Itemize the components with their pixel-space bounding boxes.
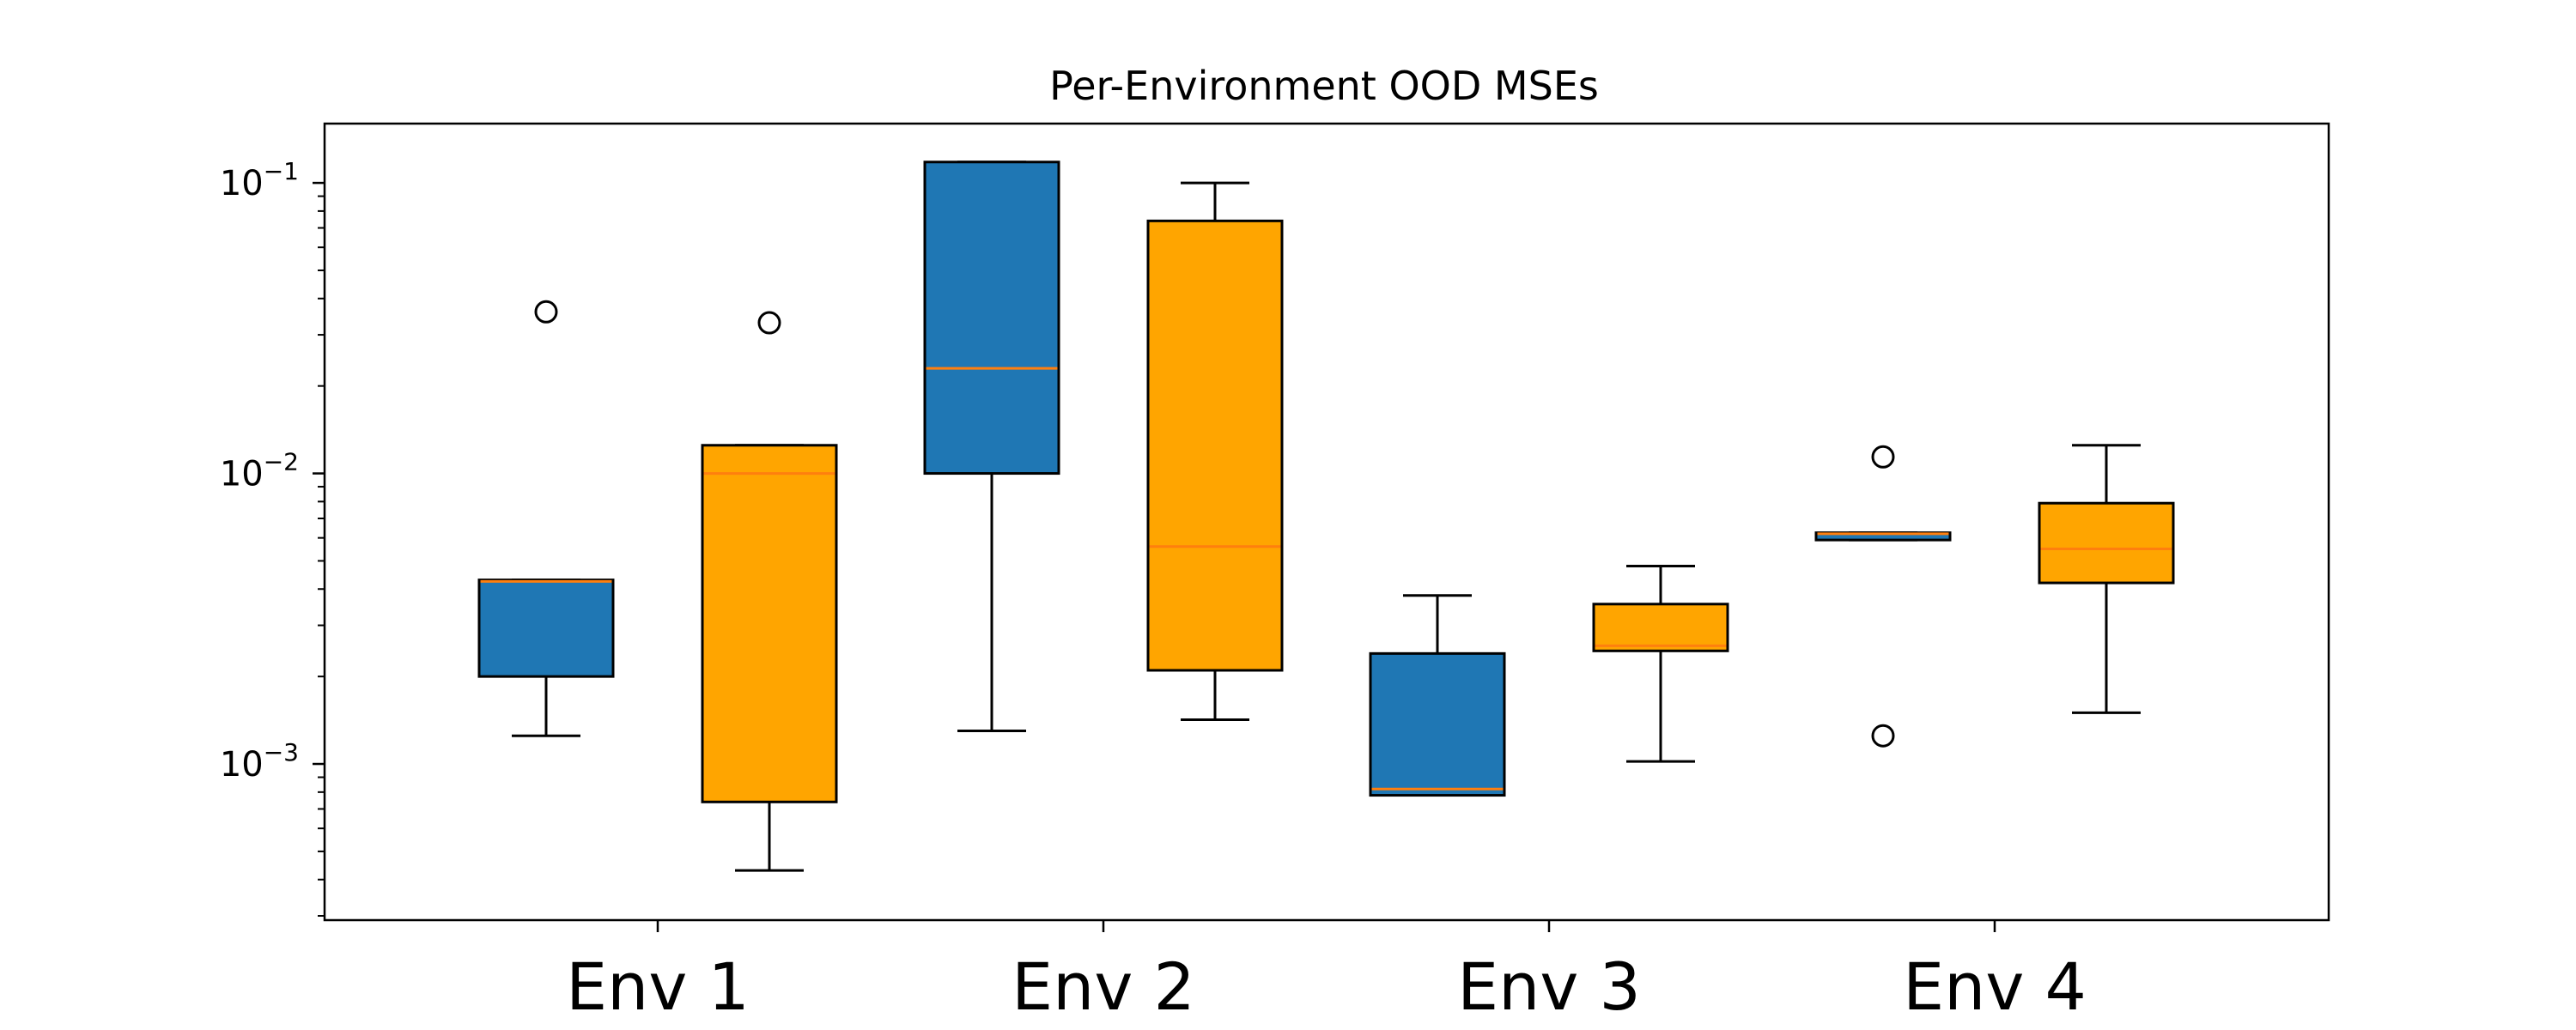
box-body	[1369, 651, 1506, 797]
box-body	[477, 579, 615, 678]
box-body	[923, 161, 1060, 476]
y-tick-label: 10−2	[220, 448, 299, 494]
outlier-point	[757, 311, 781, 335]
outlier-point	[1871, 445, 1895, 469]
y-tick-label: 10−1	[220, 157, 299, 203]
box-body	[1146, 219, 1284, 672]
box-body	[2038, 501, 2175, 585]
box-body	[1592, 603, 1729, 652]
plot-area: 10−3 10−2 10−1 Env 1 Env 2 Env 3 Env 4	[220, 157, 2175, 1025]
outlier-point	[1871, 724, 1895, 748]
chart-title: Per-Environment OOD MSEs	[1049, 63, 1599, 109]
x-tick-label: Env 1	[566, 948, 750, 1025]
x-tick-label: Env 4	[1903, 948, 2087, 1025]
box-body	[701, 444, 838, 803]
y-tick-label: 10−3	[220, 738, 299, 785]
axes-frame	[323, 122, 2330, 922]
outlier-point	[534, 300, 558, 324]
x-tick-label: Env 3	[1457, 948, 1641, 1025]
x-tick-label: Env 2	[1012, 948, 1195, 1025]
